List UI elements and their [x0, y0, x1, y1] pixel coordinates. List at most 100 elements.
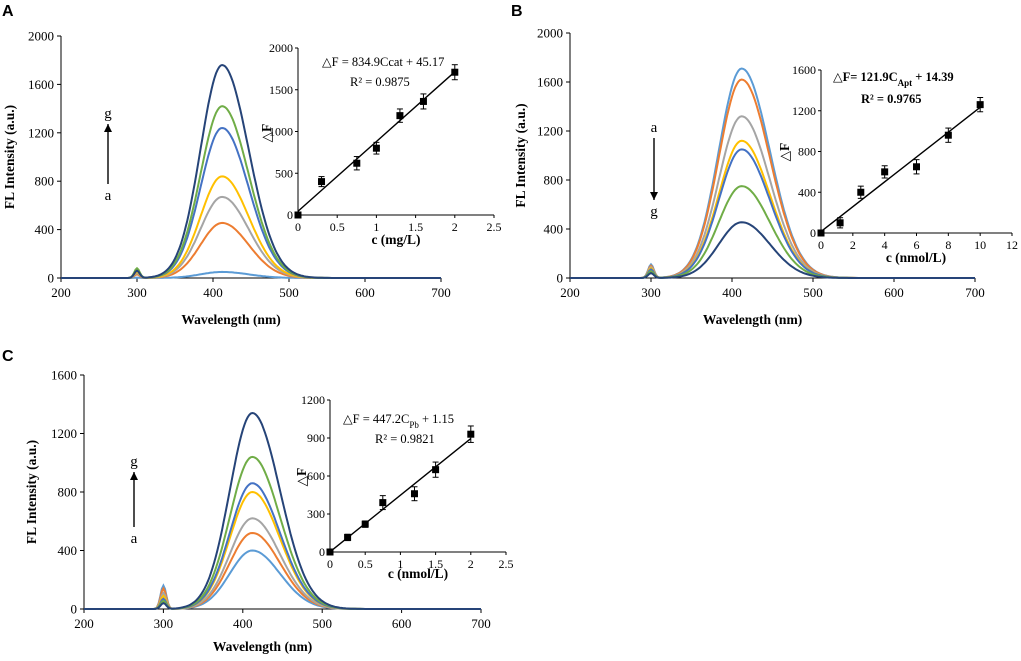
inset-data-point	[836, 219, 844, 227]
arrow-label-bottom: a	[105, 188, 112, 204]
inset-data-point	[419, 97, 427, 105]
spectrum-line-g	[84, 411, 481, 610]
inset-x-tick-label: 0	[327, 557, 333, 571]
inset-equation: △F = 447.2CPb + 1.15	[343, 412, 454, 430]
y-tick-label: 1600	[537, 75, 563, 90]
spectrum-line-g	[570, 221, 975, 279]
inset-x-tick-label: 0	[818, 238, 824, 252]
inset-fit-line	[329, 438, 472, 553]
trend-arrow-head	[130, 472, 138, 480]
inset-data-point	[294, 211, 302, 219]
x-tick-label: 700	[431, 285, 451, 300]
inset-y-tick-label: 0	[319, 545, 325, 559]
x-tick-label: 500	[803, 285, 823, 300]
spectrum-line-c	[84, 517, 481, 610]
y-tick-label: 400	[58, 543, 78, 558]
spectrum-line-d	[61, 175, 441, 279]
inset-x-tick-label: 2	[468, 557, 474, 571]
inset-y-tick-label: 1500	[269, 83, 293, 97]
x-axis-title: Wavelength (nm)	[213, 639, 312, 654]
inset-y-tick-label: 800	[798, 145, 816, 159]
inset-data-point	[451, 68, 459, 76]
y-tick-label: 1600	[51, 368, 77, 383]
inset-data-point	[379, 499, 387, 507]
inset-x-tick-label: 1	[397, 557, 403, 571]
inset-data-point	[372, 144, 380, 152]
inset-x-tick-label: 2	[452, 220, 458, 234]
y-axis-title: FL Intensity (a.u.)	[2, 105, 17, 209]
inset-y-tick-label: 0	[810, 226, 816, 240]
inset-data-point	[976, 101, 984, 109]
inset-data-point	[432, 466, 440, 474]
inset-y-axis-title: △F	[259, 124, 274, 143]
x-axis-title: Wavelength (nm)	[181, 312, 280, 327]
inset-y-tick-label: 500	[275, 166, 293, 180]
x-tick-label: 700	[965, 285, 985, 300]
y-tick-label: 400	[544, 222, 564, 237]
x-axis-title: Wavelength (nm)	[703, 312, 802, 327]
inset-x-axis-title: c (nmol/L)	[388, 566, 448, 581]
inset-x-tick-label: 2.5	[499, 557, 514, 571]
x-tick-label: 700	[471, 616, 491, 631]
inset-x-tick-label: 0.5	[358, 557, 373, 571]
x-tick-label: 600	[392, 616, 412, 631]
y-tick-label: 800	[35, 174, 55, 189]
spectrum-line-d	[84, 490, 481, 610]
x-tick-label: 300	[154, 616, 174, 631]
y-tick-label: 2000	[28, 29, 54, 44]
y-axis-title: FL Intensity (a.u.)	[24, 440, 39, 544]
x-tick-label: 200	[560, 285, 580, 300]
equation-subscript: Pb	[409, 420, 419, 430]
panel-label-a: A	[2, 3, 14, 20]
inset-y-axis-title: △F	[777, 143, 792, 162]
inset-equation: △F= 121.9CApt + 14.39	[833, 70, 954, 88]
inset-calibration-plot: 0 300 600 900 1200 0 0.5 1 1.5 2 2.5 △F = 447.2CPb …	[294, 393, 514, 581]
inset-data-point	[467, 430, 475, 438]
y-tick-label: 1600	[28, 77, 54, 92]
panel-label-c: C	[2, 348, 14, 365]
trend-arrow-head	[104, 124, 112, 132]
inset-y-tick-label: 1000	[269, 125, 293, 139]
inset-x-tick-label: 1.5	[428, 557, 443, 571]
inset-data-point	[944, 131, 952, 139]
panel-label-b: B	[511, 3, 523, 20]
x-tick-label: 400	[203, 285, 223, 300]
x-tick-label: 200	[51, 285, 71, 300]
inset-y-tick-label: 1200	[301, 393, 325, 407]
inset-fit-line	[820, 106, 981, 233]
inset-data-point	[353, 159, 361, 167]
inset-y-tick-label: 0	[287, 208, 293, 222]
x-tick-label: 500	[279, 285, 299, 300]
inset-x-axis-title: c (nmol/L)	[886, 250, 946, 265]
inset-r-squared: R² = 0.9875	[350, 75, 410, 89]
inset-y-tick-label: 900	[307, 431, 325, 445]
inset-equation: △F = 834.9Ccat + 45.17	[322, 55, 444, 69]
x-tick-label: 300	[127, 285, 147, 300]
inset-x-tick-label: 1	[373, 220, 379, 234]
y-tick-label: 400	[35, 222, 55, 237]
y-tick-label: 800	[544, 173, 564, 188]
arrow-label-top: g	[104, 106, 112, 122]
inset-x-tick-label: 0.5	[330, 220, 345, 234]
arrow-label-bottom: a	[131, 531, 138, 547]
arrow-label-bottom: g	[650, 204, 658, 220]
inset-x-tick-label: 0	[295, 220, 301, 234]
spectrum-line-f	[84, 455, 481, 610]
y-tick-label: 1200	[28, 125, 54, 140]
x-tick-label: 300	[641, 285, 661, 300]
x-tick-label: 400	[233, 616, 253, 631]
inset-r-squared: R² = 0.9765	[861, 92, 922, 106]
x-tick-label: 200	[74, 616, 94, 631]
inset-data-point	[857, 188, 865, 196]
inset-data-point	[326, 548, 334, 556]
inset-data-point	[396, 112, 404, 120]
y-tick-label: 1200	[51, 426, 77, 441]
inset-calibration-plot: 0 400 800 1200 1600 0 2 4 6 8 10 12 △F= 121.9CApt + …	[777, 63, 1018, 265]
inset-x-tick-label: 6	[914, 238, 920, 252]
x-tick-label: 600	[884, 285, 904, 300]
inset-data-point	[318, 178, 326, 186]
inset-y-tick-label: 400	[798, 185, 816, 199]
